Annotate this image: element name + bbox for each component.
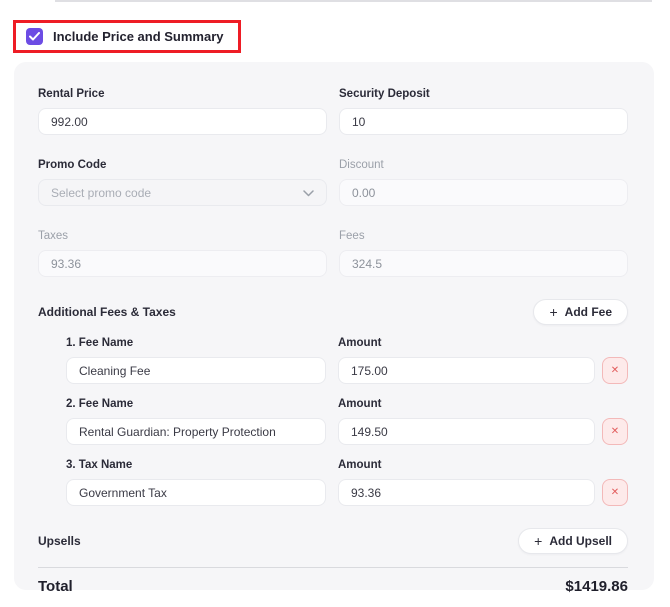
tax-3-amount-input[interactable] xyxy=(338,479,595,506)
fee-1-name-input[interactable] xyxy=(66,357,326,384)
include-price-checkbox-label: Include Price and Summary xyxy=(53,29,224,44)
fees-label: Fees xyxy=(339,230,365,242)
security-deposit-input[interactable] xyxy=(339,108,628,135)
tax-3-name-input[interactable] xyxy=(66,479,326,506)
promo-code-label: Promo Code xyxy=(38,159,107,171)
fee-1-amount-label: Amount xyxy=(338,337,382,349)
fees-input xyxy=(339,250,628,277)
add-fee-button[interactable]: + Add Fee xyxy=(533,299,628,325)
total-label: Total xyxy=(38,578,73,595)
total-value: $1419.86 xyxy=(565,578,628,595)
plus-icon: + xyxy=(549,304,558,320)
additional-fees-title: Additional Fees & Taxes xyxy=(38,305,176,319)
fee-1-name-label: 1. Fee Name xyxy=(66,337,134,349)
row-taxes-fees: Taxes Fees xyxy=(38,230,628,277)
rental-price-label: Rental Price xyxy=(38,88,105,100)
row-promo-discount: Promo Code Select promo code Discount xyxy=(38,159,628,206)
promo-code-placeholder: Select promo code xyxy=(51,185,152,200)
discount-input xyxy=(339,179,628,206)
annotation-highlight-box: Include Price and Summary xyxy=(13,20,241,53)
row-price-deposit: Rental Price Security Deposit xyxy=(38,88,628,135)
fee-1-amount-input[interactable] xyxy=(338,357,595,384)
price-summary-card: Rental Price Security Deposit Promo Code… xyxy=(14,62,654,595)
add-upsell-button[interactable]: + Add Upsell xyxy=(518,528,628,554)
fee-row-2: 2. Fee Name Amount ✕ xyxy=(66,398,628,445)
add-upsell-button-label: Add Upsell xyxy=(549,534,612,548)
tax-3-name-label: 3. Tax Name xyxy=(66,459,133,471)
fee-2-remove-button[interactable]: ✕ xyxy=(602,418,628,445)
discount-label: Discount xyxy=(339,159,384,171)
taxes-input xyxy=(38,250,327,277)
promo-code-select[interactable]: Select promo code xyxy=(38,179,327,206)
tax-3-remove-button[interactable]: ✕ xyxy=(602,479,628,506)
fee-2-name-label: 2. Fee Name xyxy=(66,398,134,410)
upsells-title: Upsells xyxy=(38,534,81,548)
rental-price-input[interactable] xyxy=(38,108,327,135)
fee-1-remove-button[interactable]: ✕ xyxy=(602,357,628,384)
checkmark-icon xyxy=(29,32,40,41)
fee-row-1: 1. Fee Name Amount ✕ xyxy=(66,337,628,384)
total-row: Total $1419.86 xyxy=(38,568,628,605)
fee-2-amount-label: Amount xyxy=(338,398,382,410)
fee-2-amount-input[interactable] xyxy=(338,418,595,445)
security-deposit-label: Security Deposit xyxy=(339,88,430,100)
additional-fees-header: Additional Fees & Taxes + Add Fee xyxy=(38,299,628,325)
tax-3-amount-label: Amount xyxy=(338,459,382,471)
upsells-header: Upsells + Add Upsell xyxy=(38,528,628,554)
add-fee-button-label: Add Fee xyxy=(564,305,612,319)
close-icon: ✕ xyxy=(610,486,620,498)
top-divider xyxy=(55,0,652,2)
include-price-checkbox[interactable] xyxy=(26,28,43,45)
chevron-down-icon xyxy=(303,184,314,202)
fee-row-3: 3. Tax Name Amount ✕ xyxy=(66,459,628,506)
plus-icon: + xyxy=(534,533,543,549)
total-divider xyxy=(38,567,628,568)
taxes-label: Taxes xyxy=(38,230,69,242)
fee-2-name-input[interactable] xyxy=(66,418,326,445)
close-icon: ✕ xyxy=(610,425,620,437)
close-icon: ✕ xyxy=(610,364,620,376)
